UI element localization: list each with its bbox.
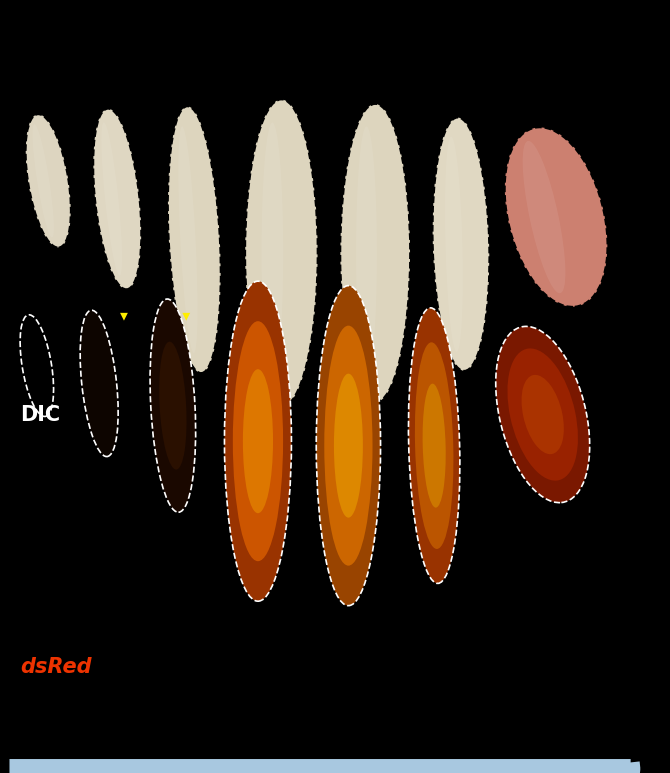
- Ellipse shape: [316, 285, 381, 606]
- Ellipse shape: [409, 308, 460, 584]
- Text: DIC: DIC: [20, 405, 60, 425]
- Ellipse shape: [445, 137, 463, 352]
- Ellipse shape: [521, 375, 564, 455]
- Ellipse shape: [423, 383, 446, 508]
- Ellipse shape: [245, 100, 318, 407]
- Ellipse shape: [324, 325, 373, 566]
- Ellipse shape: [415, 342, 454, 549]
- Ellipse shape: [433, 117, 489, 371]
- Ellipse shape: [93, 109, 141, 289]
- Ellipse shape: [33, 124, 54, 237]
- Text: dsRed: dsRed: [20, 657, 92, 677]
- Ellipse shape: [505, 128, 608, 307]
- Ellipse shape: [178, 126, 198, 353]
- Ellipse shape: [243, 369, 273, 513]
- Ellipse shape: [356, 127, 377, 380]
- Ellipse shape: [25, 114, 71, 247]
- Ellipse shape: [150, 299, 196, 512]
- Ellipse shape: [334, 373, 363, 518]
- Ellipse shape: [496, 326, 590, 502]
- Ellipse shape: [168, 107, 220, 373]
- Ellipse shape: [523, 141, 565, 293]
- Ellipse shape: [80, 310, 118, 457]
- Ellipse shape: [159, 342, 186, 470]
- Ellipse shape: [340, 104, 410, 403]
- Ellipse shape: [101, 122, 122, 276]
- Ellipse shape: [261, 123, 283, 384]
- Ellipse shape: [224, 281, 291, 601]
- Ellipse shape: [507, 349, 578, 481]
- Ellipse shape: [233, 322, 283, 561]
